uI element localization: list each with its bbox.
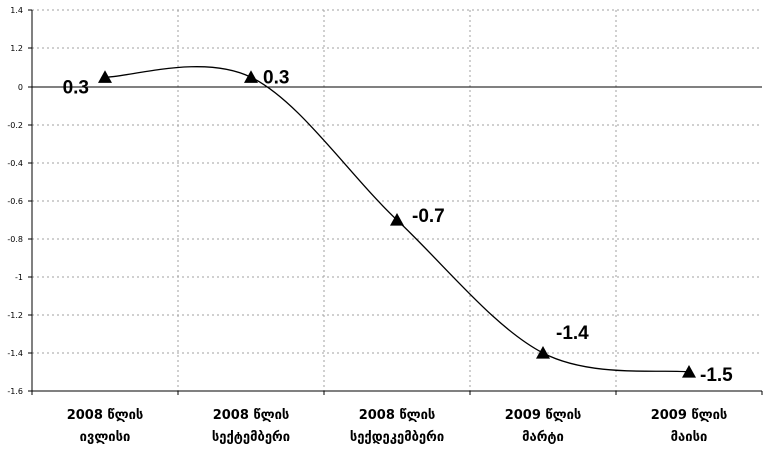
x-axis-categories: 2008 წლის ივლისი 2008 წლის სექტემბერი 2008 წ… bbox=[31, 391, 763, 445]
y-axis-ticks: 1.4 1.2 0 -0.2 -0.4 -0.6 -0.8 -1 -1.2 -1.4 -1.6 bbox=[7, 6, 32, 396]
y-tick-label: -0.4 bbox=[7, 159, 23, 168]
data-series bbox=[98, 66, 696, 378]
grid-lines bbox=[32, 9, 762, 392]
y-tick-label: -1.6 bbox=[7, 387, 23, 396]
data-label: -0.7 bbox=[412, 206, 445, 227]
y-tick-label: -0.8 bbox=[7, 235, 23, 244]
data-point-marker bbox=[536, 346, 550, 359]
x-category-label: 2008 წლის სექდეკემბერი bbox=[350, 408, 444, 445]
x-category-label: 2009 წლის მაისი bbox=[651, 408, 728, 445]
data-point-marker bbox=[244, 70, 258, 83]
y-tick-label: -0.2 bbox=[7, 121, 23, 130]
x-category-label: 2009 წლის მარტი bbox=[505, 408, 582, 445]
data-labels: 0.3 0.3 -0.7 -1.4 -1.5 bbox=[63, 67, 734, 386]
data-point-marker bbox=[390, 213, 404, 226]
y-tick-label: -1 bbox=[15, 273, 23, 282]
y-tick-label: 1.2 bbox=[10, 44, 23, 53]
y-tick-label: -1.4 bbox=[7, 349, 23, 358]
y-tick-label: -1.2 bbox=[7, 311, 23, 320]
y-tick-label: -0.6 bbox=[7, 197, 23, 206]
data-label: -1.4 bbox=[556, 323, 589, 344]
data-point-marker bbox=[682, 365, 696, 378]
data-label: 0.3 bbox=[263, 67, 289, 88]
data-point-marker bbox=[98, 70, 112, 83]
data-label: -1.5 bbox=[700, 365, 733, 386]
x-category-label: 2008 წლის ივლისი bbox=[67, 408, 144, 445]
data-label: 0.3 bbox=[63, 77, 89, 98]
y-tick-label: 1.4 bbox=[10, 6, 23, 15]
x-category-label: 2008 წლის სექტემბერი bbox=[212, 408, 290, 445]
y-tick-label: 0 bbox=[18, 83, 23, 92]
